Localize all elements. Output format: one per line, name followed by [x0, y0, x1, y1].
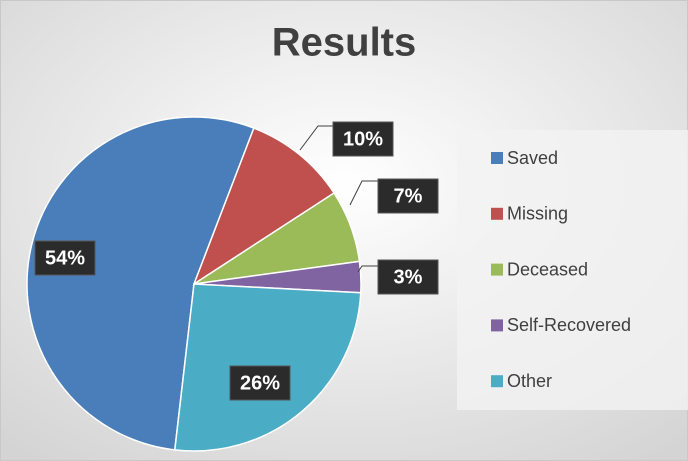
legend-label: Other [507, 371, 552, 391]
chart-title: Results [272, 21, 417, 65]
legend-swatch [491, 319, 503, 332]
data-label: 10% [343, 128, 383, 150]
legend-swatch [491, 375, 503, 388]
legend-label: Deceased [507, 259, 588, 279]
legend-label: Saved [507, 148, 558, 168]
data-label-box [377, 178, 439, 214]
data-label-box [377, 259, 439, 295]
leader-line [299, 125, 333, 151]
legend-swatch [491, 152, 503, 164]
data-label: 3% [394, 266, 423, 288]
data-label-box [229, 365, 291, 401]
data-label: 7% [394, 185, 423, 207]
data-label-box [332, 121, 394, 157]
legend-swatch [491, 263, 503, 276]
legend-label: Missing [507, 204, 568, 224]
pie-slice [192, 127, 336, 286]
leader-line [357, 265, 378, 273]
legend-label: Self-Recovered [507, 315, 631, 335]
legend-swatch [491, 207, 503, 220]
leader-line [349, 180, 378, 206]
data-label: 26% [240, 372, 280, 394]
data-label: 54% [45, 247, 85, 269]
data-label-box [34, 240, 96, 276]
pie-slice [26, 116, 255, 451]
